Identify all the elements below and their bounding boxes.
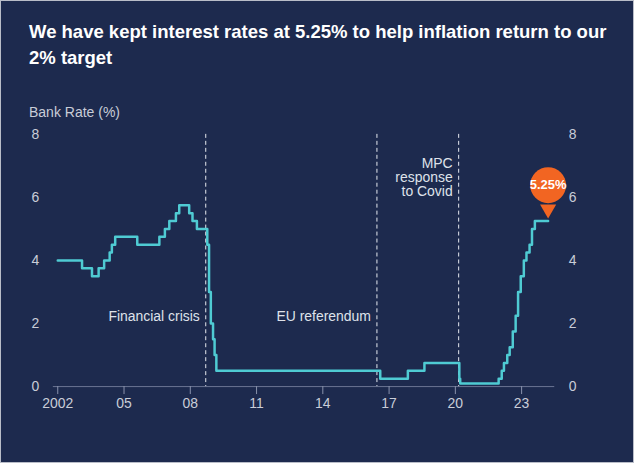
svg-text:8: 8 [32,126,40,142]
svg-text:0: 0 [32,378,40,394]
svg-text:0: 0 [569,378,577,394]
svg-text:4: 4 [569,252,577,268]
html-text:Bank Rate (%): Bank Rate (%) [29,104,120,120]
svg-text:05: 05 [116,395,132,411]
svg-text:23: 23 [514,395,530,411]
svg-text:20: 20 [448,395,464,411]
svg-text:14: 14 [315,395,331,411]
svg-text:17: 17 [381,395,397,411]
svg-text:2: 2 [32,315,40,331]
svg-text:8: 8 [569,126,577,142]
svg-text:6: 6 [32,189,40,205]
html-text:We have kept interest rates at: We have kept interest rates at 5.25% to … [29,21,607,68]
svg-text:Financial crisis: Financial crisis [108,308,199,324]
svg-text:2: 2 [569,315,577,331]
svg-text:MPCresponseto Covid: MPCresponseto Covid [395,155,453,199]
svg-text:2002: 2002 [42,395,73,411]
svg-text:11: 11 [249,395,264,411]
svg-text:08: 08 [183,395,199,411]
svg-text:5.25%: 5.25% [530,177,567,192]
svg-text:EU referendum: EU referendum [276,308,371,324]
svg-text:6: 6 [569,189,577,205]
svg-text:4: 4 [32,252,40,268]
